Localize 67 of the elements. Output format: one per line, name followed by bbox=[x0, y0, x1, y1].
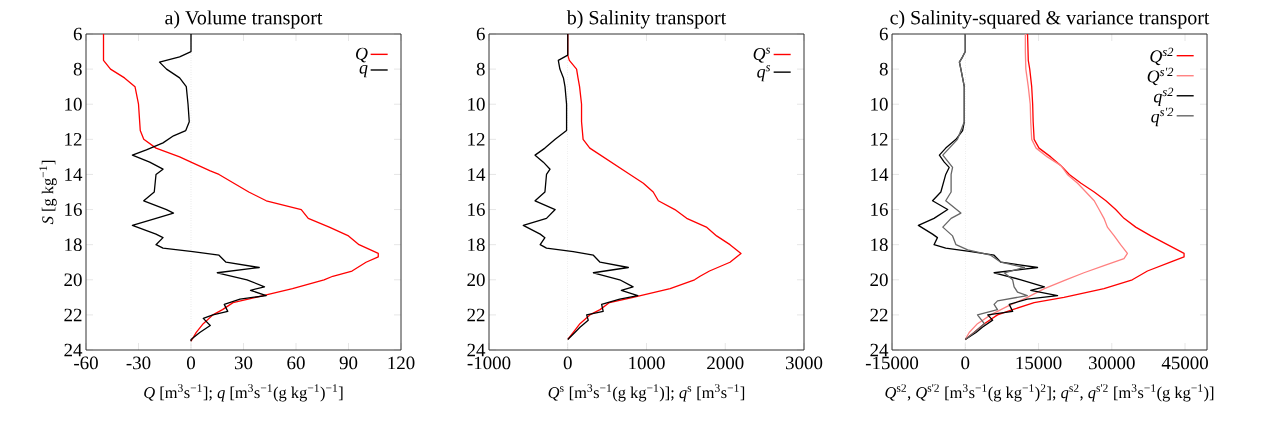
line-series bbox=[102, 34, 379, 342]
y-tick-label: 18 bbox=[468, 238, 485, 252]
y-tick-label: 20 bbox=[870, 273, 888, 287]
y-tick-label: 10 bbox=[871, 97, 888, 111]
line-series bbox=[131, 34, 267, 342]
x-tick-label: -60 bbox=[74, 356, 98, 370]
y-tick-label: 24 bbox=[870, 343, 889, 357]
x-tick-label: -30 bbox=[126, 356, 151, 370]
x-tick-label: 3000 bbox=[785, 356, 823, 370]
y-tick-label: 12 bbox=[468, 133, 485, 146]
x-tick-label: 1000 bbox=[629, 356, 665, 370]
y-tick-label: 12 bbox=[871, 133, 888, 146]
x-tick-label: 0 bbox=[961, 356, 970, 370]
y-tick-label: 18 bbox=[65, 238, 82, 252]
line-series bbox=[964, 34, 1129, 341]
y-tick-label: 14 bbox=[468, 168, 486, 181]
x-tick-label: 60 bbox=[287, 356, 305, 370]
y-tick-label: 18 bbox=[871, 238, 888, 252]
y-tick-label: 10 bbox=[468, 97, 485, 111]
y-tick-label: 24 bbox=[467, 343, 486, 357]
y-tick-label: 16 bbox=[468, 203, 485, 216]
y-tick-label: 14 bbox=[65, 168, 83, 181]
legend-label: Q bbox=[356, 47, 368, 63]
y-tick-label: 22 bbox=[64, 308, 82, 322]
y-tick-label: 6 bbox=[73, 27, 82, 41]
x-tick-label: 15000 bbox=[1016, 356, 1062, 370]
legend-label: q$^{s}$ bbox=[757, 65, 771, 82]
legend-label: q$^{s'2}$ bbox=[1151, 107, 1174, 127]
y-tick-label: 16 bbox=[65, 203, 82, 216]
x-tick-label: 30 bbox=[234, 356, 253, 370]
x-tick-label: -15000 bbox=[865, 356, 919, 370]
x-tick-label: 30000 bbox=[1089, 356, 1135, 370]
text: Q$^{s2}$, Q$^{s'2}$ [m$^{3}$s$^{−1}$(g kg$^{−1}$)$^{2}$]; q$^{s2}$, q$^{s'2}$ [m$^{3}$s$^{−1}$(g kg$^{−1}$)] bbox=[885, 384, 1214, 402]
x-tick-label: 2000 bbox=[707, 356, 744, 370]
x-tick-label: 45000 bbox=[1161, 356, 1208, 370]
legend-label: Q$^{s'2}$ bbox=[1147, 67, 1174, 86]
y-tick-label: 8 bbox=[476, 62, 485, 76]
x-tick-label: 90 bbox=[339, 356, 358, 370]
y-tick-label: 6 bbox=[879, 27, 888, 41]
legend-label: Q$^{s}$ bbox=[753, 47, 771, 63]
x-tick-label: 0 bbox=[186, 356, 196, 370]
chart-title: b) Salinity transport bbox=[566, 10, 727, 29]
y-tick-label: 22 bbox=[467, 308, 485, 322]
y-tick-label: 14 bbox=[871, 168, 889, 181]
y-tick-label: 20 bbox=[64, 273, 82, 287]
y-tick-label: 20 bbox=[467, 273, 485, 287]
y-tick-label: 12 bbox=[65, 133, 82, 146]
y-axis-title: S [g kg$^{−1}$] bbox=[39, 160, 57, 225]
line-series bbox=[942, 34, 1028, 341]
y-tick-label: 8 bbox=[73, 62, 82, 76]
y-tick-label: 24 bbox=[64, 343, 83, 357]
chart-title: c) Salinity-squared & variance transport bbox=[890, 10, 1210, 29]
legend-label: Q$^{s2}$ bbox=[1150, 47, 1174, 66]
y-tick-label: 16 bbox=[871, 203, 888, 216]
x-tick-label: -1000 bbox=[467, 356, 511, 370]
text: Q$^{s}$ [m$^{3}$s$^{−1}$(g kg$^{−1}$)]; q$^{s}$ [m$^{3}$s$^{−1}$] bbox=[548, 384, 745, 402]
chart-title: a) Volume transport bbox=[165, 10, 323, 29]
y-tick-label: 8 bbox=[879, 62, 888, 76]
legend-label: q bbox=[359, 65, 368, 78]
y-tick-label: 6 bbox=[476, 27, 485, 41]
text: Q [m$^{3}$s$^{−1}$]; q [m$^{3}$s$^{−1}$(g kg$^{−1}$)$^{−1}$] bbox=[144, 384, 343, 402]
legend-label: q$^{s2}$ bbox=[1153, 87, 1174, 107]
line-series bbox=[522, 34, 639, 341]
y-tick-label: 10 bbox=[65, 97, 82, 111]
x-tick-label: 0 bbox=[563, 356, 572, 370]
y-tick-label: 22 bbox=[870, 308, 888, 322]
x-tick-label: 120 bbox=[388, 356, 415, 370]
